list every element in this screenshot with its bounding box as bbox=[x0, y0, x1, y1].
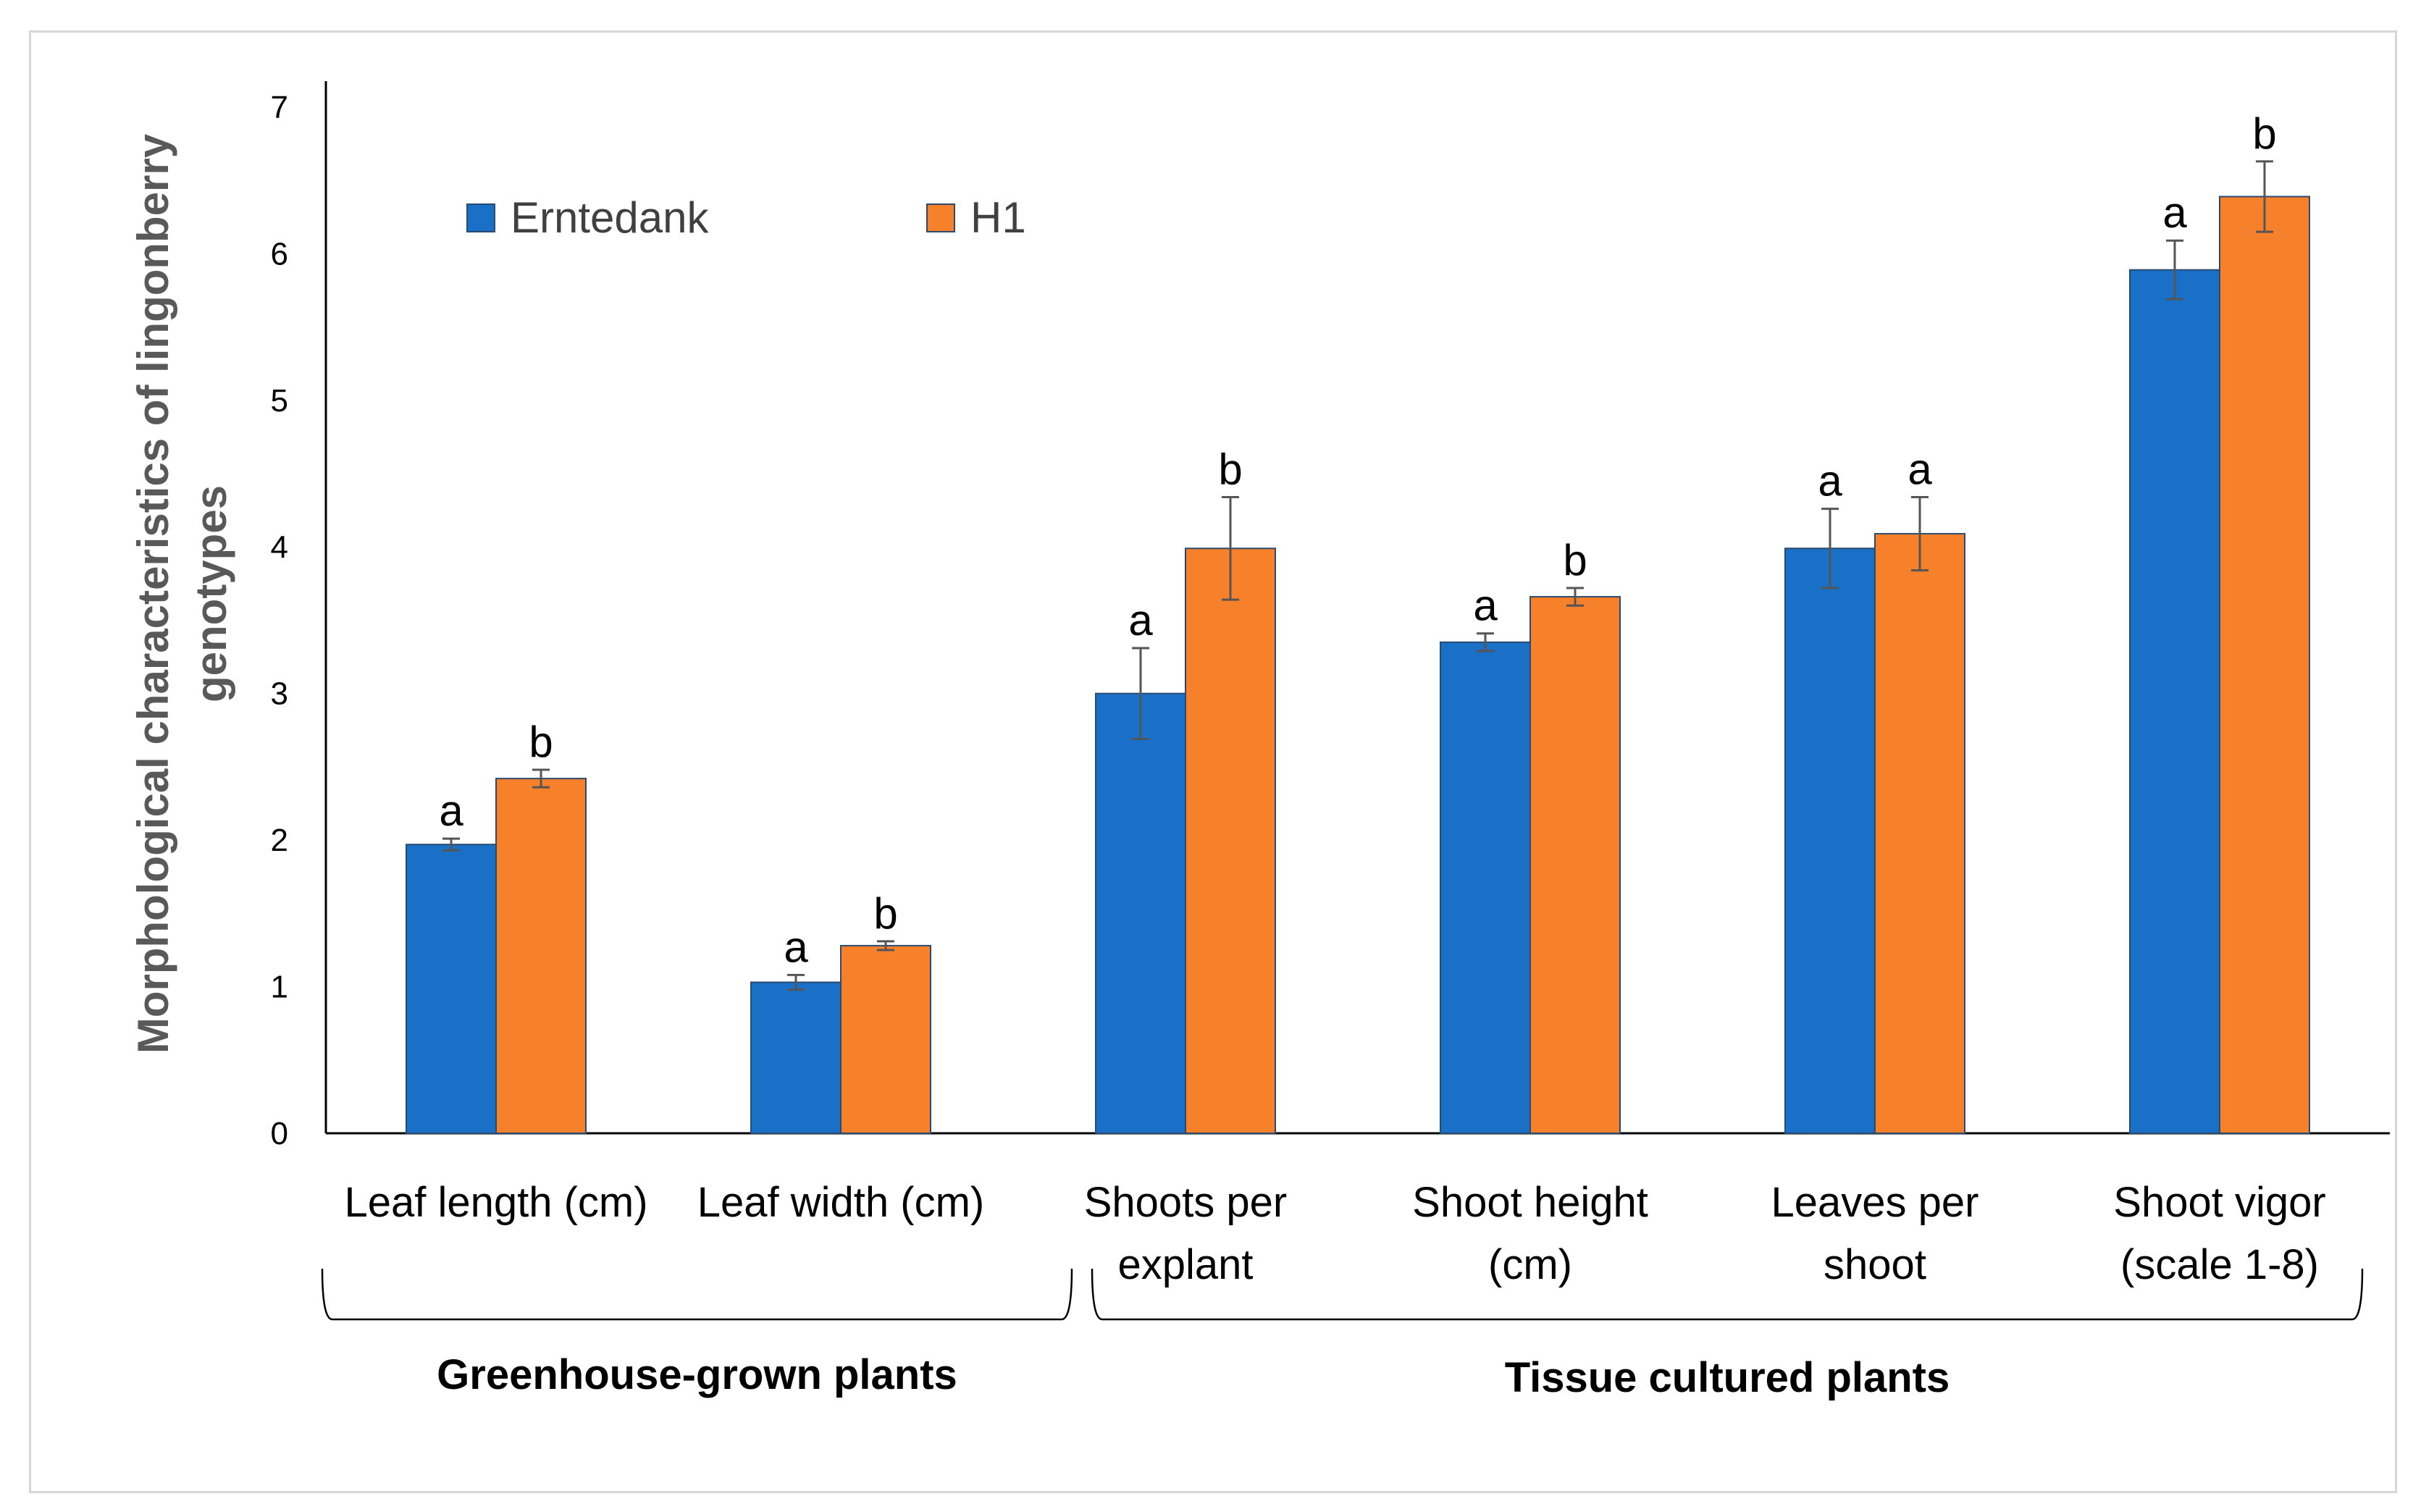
x-tick-label: Leaf width (cm) bbox=[697, 1179, 984, 1226]
bar-erntedank bbox=[1095, 692, 1186, 1134]
significance-label: a bbox=[1473, 581, 1498, 630]
bar-erntedank bbox=[750, 981, 842, 1134]
significance-label: a bbox=[439, 786, 463, 835]
legend-swatch bbox=[926, 203, 955, 232]
significance-label: b bbox=[529, 718, 553, 766]
group-bracket bbox=[321, 1268, 1073, 1321]
y-tick-label: 4 bbox=[271, 529, 288, 565]
x-tick-label: Shoot height bbox=[1412, 1179, 1648, 1226]
x-tick-label: explant bbox=[1117, 1241, 1253, 1288]
x-tick-label: (cm) bbox=[1488, 1241, 1572, 1288]
x-tick-label: Shoots per bbox=[1084, 1179, 1288, 1226]
bar-h1 bbox=[2219, 196, 2310, 1134]
bar-h1 bbox=[1185, 547, 1276, 1134]
legend-label: H1 bbox=[970, 193, 1026, 242]
x-tick-label: (scale 1-8) bbox=[2120, 1241, 2319, 1288]
y-tick-label: 0 bbox=[271, 1116, 288, 1151]
bar-h1 bbox=[1874, 533, 1965, 1134]
y-tick-label: 2 bbox=[271, 823, 288, 858]
legend-label: Erntedank bbox=[511, 193, 710, 242]
significance-label: b bbox=[1218, 445, 1242, 493]
significance-label: a bbox=[2162, 188, 2187, 237]
significance-label: a bbox=[1818, 457, 1842, 505]
bar-h1 bbox=[1529, 596, 1621, 1134]
y-tick-label: 7 bbox=[271, 90, 288, 125]
group-label: Tissue cultured plants bbox=[1505, 1354, 1950, 1401]
y-tick-label: 5 bbox=[271, 383, 288, 419]
y-tick-label: 6 bbox=[271, 236, 288, 272]
significance-label: a bbox=[1908, 445, 1932, 493]
x-tick-label: Shoot vigor bbox=[2113, 1179, 2325, 1226]
y-tick-label: 3 bbox=[271, 676, 288, 712]
bar-h1 bbox=[840, 944, 931, 1135]
group-bracket bbox=[1091, 1268, 2364, 1321]
x-tick-label: Leaf length (cm) bbox=[344, 1179, 647, 1226]
significance-label: b bbox=[1563, 536, 1587, 584]
group-label: Greenhouse-grown plants bbox=[437, 1351, 957, 1398]
bar-erntedank bbox=[406, 844, 497, 1134]
x-tick-label: Leaves per bbox=[1771, 1179, 1979, 1226]
y-axis-label: Morphological characteristics of lingonb… bbox=[129, 133, 177, 1054]
y-tick-label: 1 bbox=[271, 970, 288, 1005]
significance-label: b bbox=[2252, 109, 2276, 158]
x-tick-label: shoot bbox=[1824, 1241, 1926, 1288]
bar-erntedank bbox=[2129, 269, 2220, 1135]
significance-label: a bbox=[1128, 596, 1153, 644]
significance-label: a bbox=[784, 923, 808, 971]
bar-h1 bbox=[495, 778, 587, 1134]
bar-erntedank bbox=[1784, 547, 1876, 1134]
bar-erntedank bbox=[1440, 641, 1531, 1134]
y-axis-label: genotypes bbox=[187, 485, 235, 702]
significance-label: b bbox=[873, 889, 897, 938]
legend-swatch bbox=[466, 203, 495, 232]
